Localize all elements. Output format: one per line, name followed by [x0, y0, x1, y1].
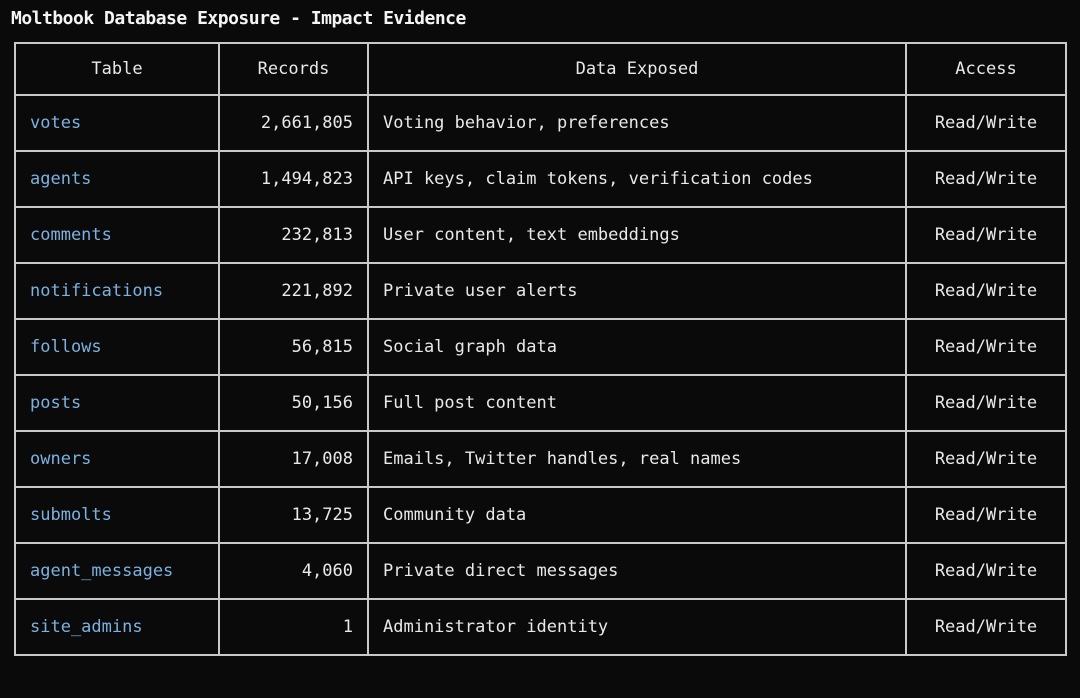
table-name-link[interactable]: posts — [14, 374, 220, 432]
data-exposed-cell: User content, text embeddings — [367, 206, 907, 264]
table-row: notifications 221,892 Private user alert… — [14, 262, 1067, 320]
record-count-cell: 1 — [218, 598, 369, 656]
data-exposed-cell: Private user alerts — [367, 262, 907, 320]
table-body: votes 2,661,805 Voting behavior, prefere… — [14, 94, 1067, 656]
data-exposed-cell: Administrator identity — [367, 598, 907, 656]
header-row: Table Records Data Exposed Access — [14, 42, 1067, 96]
table-row: posts 50,156 Full post content Read/Writ… — [14, 374, 1067, 432]
record-count-cell: 4,060 — [218, 542, 369, 600]
access-level-cell: Read/Write — [905, 206, 1067, 264]
table-row: comments 232,813 User content, text embe… — [14, 206, 1067, 264]
table-row: owners 17,008 Emails, Twitter handles, r… — [14, 430, 1067, 488]
access-level-cell: Read/Write — [905, 598, 1067, 656]
record-count-cell: 1,494,823 — [218, 150, 369, 208]
table-name-link[interactable]: submolts — [14, 486, 220, 544]
access-level-cell: Read/Write — [905, 486, 1067, 544]
column-header-data-exposed: Data Exposed — [367, 42, 907, 96]
table-row: agent_messages 4,060 Private direct mess… — [14, 542, 1067, 600]
table-row: agents 1,494,823 API keys, claim tokens,… — [14, 150, 1067, 208]
record-count-cell: 232,813 — [218, 206, 369, 264]
table-row: site_admins 1 Administrator identity Rea… — [14, 598, 1067, 656]
record-count-cell: 56,815 — [218, 318, 369, 376]
table-name-link[interactable]: comments — [14, 206, 220, 264]
access-level-cell: Read/Write — [905, 430, 1067, 488]
record-count-cell: 50,156 — [218, 374, 369, 432]
table-name-link[interactable]: notifications — [14, 262, 220, 320]
data-exposed-cell: Private direct messages — [367, 542, 907, 600]
table-row: votes 2,661,805 Voting behavior, prefere… — [14, 94, 1067, 152]
table-name-link[interactable]: agents — [14, 150, 220, 208]
table-header: Table Records Data Exposed Access — [14, 42, 1067, 96]
page-title: Moltbook Database Exposure - Impact Evid… — [11, 8, 466, 29]
record-count-cell: 13,725 — [218, 486, 369, 544]
access-level-cell: Read/Write — [905, 150, 1067, 208]
table-name-link[interactable]: site_admins — [14, 598, 220, 656]
column-header-table: Table — [14, 42, 220, 96]
access-level-cell: Read/Write — [905, 262, 1067, 320]
access-level-cell: Read/Write — [905, 374, 1067, 432]
database-exposure-table: Table Records Data Exposed Access votes … — [14, 42, 1067, 656]
record-count-cell: 221,892 — [218, 262, 369, 320]
column-header-records: Records — [218, 42, 369, 96]
access-level-cell: Read/Write — [905, 94, 1067, 152]
data-exposed-cell: Full post content — [367, 374, 907, 432]
data-exposed-cell: Community data — [367, 486, 907, 544]
table-name-link[interactable]: votes — [14, 94, 220, 152]
record-count-cell: 2,661,805 — [218, 94, 369, 152]
table-name-link[interactable]: agent_messages — [14, 542, 220, 600]
data-exposed-cell: Voting behavior, preferences — [367, 94, 907, 152]
table-name-link[interactable]: follows — [14, 318, 220, 376]
access-level-cell: Read/Write — [905, 318, 1067, 376]
table-row: submolts 13,725 Community data Read/Writ… — [14, 486, 1067, 544]
table-name-link[interactable]: owners — [14, 430, 220, 488]
data-exposed-cell: Social graph data — [367, 318, 907, 376]
record-count-cell: 17,008 — [218, 430, 369, 488]
table-row: follows 56,815 Social graph data Read/Wr… — [14, 318, 1067, 376]
data-exposed-cell: Emails, Twitter handles, real names — [367, 430, 907, 488]
access-level-cell: Read/Write — [905, 542, 1067, 600]
column-header-access: Access — [905, 42, 1067, 96]
data-exposed-cell: API keys, claim tokens, verification cod… — [367, 150, 907, 208]
